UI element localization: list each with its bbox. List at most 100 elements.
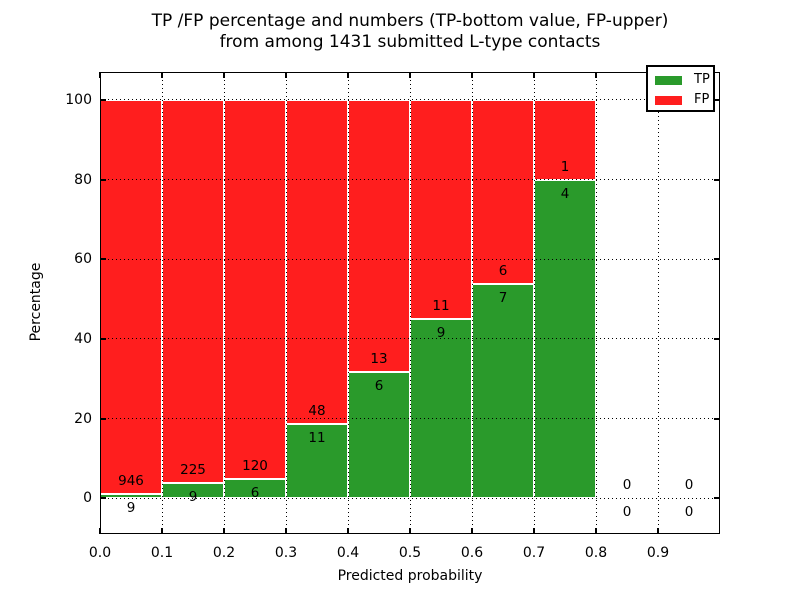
gridline-horizontal [100, 258, 720, 260]
bar-segment-fp [534, 99, 596, 180]
x-tick-mark [285, 528, 287, 534]
gridline-vertical [161, 72, 163, 534]
bar-segment-fp [410, 99, 472, 319]
x-tick-label: 0.5 [398, 545, 422, 561]
x-tick-label: 0.6 [460, 545, 484, 561]
y-tick-mark [714, 258, 720, 261]
chart-title-line2: from among 1431 submitted L-type contact… [219, 32, 601, 52]
x-tick-mark [595, 528, 597, 534]
x-tick-mark [347, 528, 349, 534]
y-tick-mark [100, 337, 106, 340]
y-tick-mark [714, 417, 720, 420]
bar-segment-tp [348, 372, 410, 499]
gridline-horizontal [100, 179, 720, 181]
tp-count-label: 0 [684, 504, 694, 521]
x-tick-mark [595, 72, 597, 78]
x-tick-mark [409, 528, 411, 534]
x-tick-mark [161, 528, 163, 534]
plot-area: 946 9 225 9 120 6 48 11 13 6 11 9 6 7 1 4 0 0 0 0 [99, 72, 720, 534]
y-tick-mark [714, 497, 720, 500]
gridline-horizontal [100, 99, 720, 101]
x-tick-mark [285, 72, 287, 78]
bar-segment-fp [286, 99, 348, 424]
legend-swatch-tp-icon [655, 75, 682, 85]
x-tick-mark [533, 72, 535, 78]
legend-label-fp: FP [694, 92, 710, 107]
x-tick-mark [347, 72, 349, 78]
x-tick-mark [223, 528, 225, 534]
legend-swatch-fp-icon [655, 95, 682, 105]
y-tick-mark [714, 178, 720, 181]
gridline-vertical [471, 72, 473, 534]
x-tick-label: 0.0 [88, 545, 112, 561]
y-tick-label: 40 [74, 330, 92, 347]
gridline-vertical [595, 72, 597, 534]
x-axis-title: Predicted probability [337, 568, 483, 584]
tp-count-label: 9 [436, 324, 446, 341]
bar-segment-tp [410, 318, 472, 499]
tp-count-label: 11 [308, 429, 326, 446]
x-tick-mark [409, 72, 411, 78]
gridline-vertical [533, 72, 535, 534]
fp-count-label: 11 [432, 297, 450, 314]
x-tick-mark [471, 528, 473, 534]
x-tick-label: 0.2 [212, 545, 236, 561]
x-tick-mark [657, 528, 659, 534]
gridline-vertical [285, 72, 287, 534]
x-tick-label: 0.8 [584, 545, 608, 561]
y-tick-mark [100, 417, 106, 420]
x-tick-mark [161, 72, 163, 78]
y-tick-label: 0 [83, 490, 92, 507]
legend-label-tp: TP [694, 72, 710, 87]
x-tick-mark [533, 528, 535, 534]
y-tick-mark [100, 497, 106, 500]
chart-title-line1: TP /FP percentage and numbers (TP-bottom… [151, 11, 669, 31]
bar-segment-fp [224, 99, 286, 480]
y-tick-mark [714, 98, 720, 101]
x-tick-label: 0.1 [150, 545, 174, 561]
fp-count-label: 120 [242, 458, 268, 475]
y-tick-label: 20 [74, 410, 92, 427]
x-tick-label: 0.3 [274, 545, 298, 561]
tp-count-label: 6 [250, 485, 260, 502]
fp-count-label: 48 [308, 402, 326, 419]
fp-count-label: 1 [560, 158, 570, 175]
y-tick-label: 60 [74, 251, 92, 268]
gridline-vertical [347, 72, 349, 534]
fp-count-label: 0 [684, 477, 694, 494]
bar-segment-fp [100, 99, 162, 495]
x-tick-label: 0.4 [336, 545, 360, 561]
y-tick-mark [714, 337, 720, 340]
chart-title: TP /FP percentage and numbers (TP-bottom… [152, 11, 669, 53]
fp-count-label: 13 [370, 351, 388, 368]
tp-count-label: 9 [126, 500, 136, 517]
x-tick-label: 0.9 [646, 545, 670, 561]
fp-count-label: 225 [180, 461, 206, 478]
fp-count-label: 6 [498, 262, 508, 279]
x-tick-mark [471, 72, 473, 78]
legend-entry-fp: FP [648, 90, 713, 110]
tp-count-label: 9 [188, 488, 198, 505]
x-tick-mark [99, 72, 101, 78]
tp-count-label: 7 [498, 289, 508, 306]
x-tick-label: 0.7 [522, 545, 546, 561]
y-tick-mark [100, 178, 106, 181]
bar-segment-fp [472, 99, 534, 284]
y-tick-mark [100, 98, 106, 101]
tp-count-label: 4 [560, 185, 570, 202]
tp-count-label: 0 [622, 504, 632, 521]
tp-count-label: 6 [374, 378, 384, 395]
bar-segment-tp [472, 283, 534, 499]
gridline-horizontal [100, 497, 720, 499]
y-tick-mark [100, 258, 106, 261]
x-tick-mark [223, 72, 225, 78]
y-tick-label: 80 [74, 171, 92, 188]
gridline-vertical [657, 72, 659, 534]
fp-count-label: 0 [622, 477, 632, 494]
legend: TP FP [646, 65, 715, 112]
fp-count-label: 946 [118, 473, 144, 490]
gridline-vertical [409, 72, 411, 534]
gridline-horizontal [100, 338, 720, 340]
gridline-vertical [223, 72, 225, 534]
